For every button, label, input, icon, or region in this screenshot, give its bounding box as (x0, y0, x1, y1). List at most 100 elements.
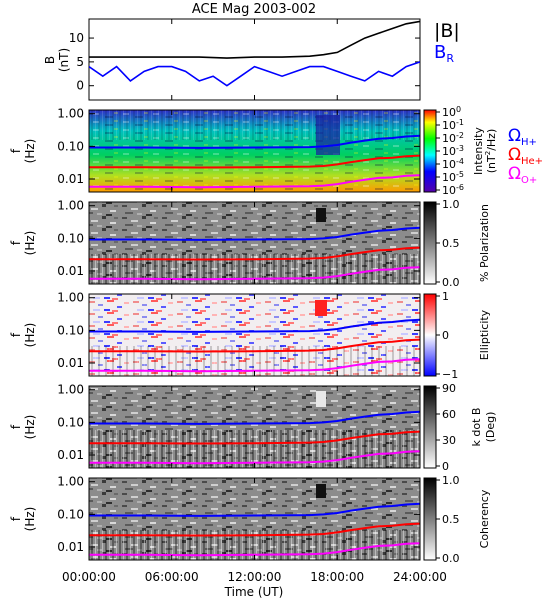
event-region (316, 484, 326, 498)
y-tick-group: 1.00 0.10 0.01 (57, 475, 420, 554)
y-tick-label: 1.00 (57, 475, 84, 489)
y-tick-label: 1.00 (57, 291, 84, 305)
y-axis-label: f (9, 424, 23, 429)
gyrofrequency-lines (89, 410, 420, 465)
colorbar-tick-label: 1 (442, 290, 449, 303)
gyro-line-o (89, 358, 420, 373)
colorbar-label: Ellipticity (478, 309, 491, 360)
gyro-line-o (89, 174, 420, 189)
y-tick-label: 10 (69, 31, 84, 45)
y-tick-group: 1.00 0.10 0.01 (57, 199, 420, 278)
colorbar-polarization (423, 201, 437, 285)
y-tick-label: 0.01 (57, 540, 84, 554)
y-tick-group: 1.00 0.10 0.01 (57, 107, 420, 186)
colorbar-tick-label: 0.0 (442, 552, 460, 565)
gyro-line-h (89, 502, 420, 517)
y-tick-group: 1.00 0.10 0.01 (57, 383, 420, 462)
x-tick-label: 12:00:00 (228, 570, 282, 584)
colorbar-tick-label: 10-6 (442, 183, 464, 197)
colorbar-ellipticity (423, 293, 437, 377)
panel-polarization: 1.00 0.10 0.01 f (Hz) 1.0 0.5 0.0 % Polariza… (9, 198, 491, 289)
legend-omega-O: ΩO+ (508, 164, 537, 186)
colorbar-tick-group: 1 0 −1 (436, 290, 458, 381)
colorbar-tick-label: 30 (442, 434, 456, 447)
colorbar-tick-label: 100 (442, 105, 461, 119)
colorbar-k-dot-b (423, 385, 437, 469)
colorbar-tick-label: 0.5 (442, 513, 460, 526)
colorbar-tick-label: 10-2 (442, 131, 464, 145)
y-axis-unit: (Hz) (23, 507, 37, 532)
event-region (316, 391, 326, 407)
gyro-line-h (89, 410, 420, 425)
gyro-line-he (89, 338, 420, 353)
gyrofrequency-lines (89, 318, 420, 373)
colorbar-tick-label: −1 (442, 368, 458, 381)
panel-k-dot-b: 1.00 0.10 0.01 f (Hz) 90 60 30 0 k dot B (Deg… (9, 382, 497, 473)
colorbar-tick-group: 1.0 0.5 0.0 (436, 198, 460, 289)
y-axis-unit: (Hz) (23, 139, 37, 164)
x-tick-label: 24:00:00 (393, 570, 447, 584)
x-axis-label: Time (UT) (224, 585, 284, 599)
colorbar-label: k dot B (470, 408, 483, 447)
y-axis-unit: (Hz) (23, 323, 37, 348)
y-tick-group: 1.00 0.10 0.01 (57, 291, 420, 370)
legend-label-B-radial: BR (434, 42, 454, 65)
gyrofrequency-lines (89, 226, 420, 281)
colorbar-tick-label: 0.0 (442, 276, 460, 289)
gyro-line-h (89, 318, 420, 333)
x-tick-label: 18:00:00 (310, 570, 364, 584)
colorbar-tick-label: 1.0 (442, 198, 460, 211)
gyro-line-he (89, 154, 420, 169)
y-axis-label: f (9, 148, 23, 153)
y-tick-label: 0.10 (57, 323, 84, 337)
event-region (316, 115, 340, 155)
colorbar-tick-label: 10-4 (442, 157, 464, 171)
y-tick-label: 0.10 (57, 415, 84, 429)
y-tick-label: 0.01 (57, 172, 84, 186)
y-tick-label: 1.00 (57, 383, 84, 397)
colorbar-tick-label: 60 (442, 408, 456, 421)
series-line-b-magnitude (89, 20, 420, 59)
x-tick-label: 06:00:00 (145, 570, 199, 584)
y-tick-label: 1.00 (57, 199, 84, 213)
colorbar-coherency (423, 477, 437, 561)
gyro-line-he (89, 246, 420, 261)
y-axis-label: f (9, 516, 23, 521)
y-axis-unit: (Hz) (23, 415, 37, 440)
x-axis-ticks: 00:00:00 06:00:00 12:00:00 18:00:00 24:00:00 (62, 19, 447, 584)
y-tick-label: 0.01 (57, 264, 84, 278)
series-line-b-radial (89, 61, 420, 87)
y-tick-label: 0.10 (57, 139, 84, 153)
colorbar-unit: (Deg) (484, 412, 497, 443)
colorbar-label: Coherency (478, 489, 491, 548)
colorbar-tick-label: 10-5 (442, 170, 464, 184)
series-group (89, 20, 420, 87)
y-axis-label: f (9, 332, 23, 337)
colorbar-tick-label: 10-3 (442, 144, 464, 158)
panel-frame (88, 18, 421, 101)
y-axis-unit: (nT) (57, 48, 71, 72)
gyro-line-o (89, 542, 420, 557)
y-tick-label: 0.10 (57, 231, 84, 245)
legend-label-B-magnitude: |B| (434, 20, 460, 42)
y-axis-unit: (Hz) (23, 231, 37, 256)
colorbar-tick-label: 1.0 (442, 474, 460, 487)
gyro-line-h (89, 134, 420, 149)
x-tick-label: 00:00:00 (62, 570, 116, 584)
gyro-line-o (89, 266, 420, 281)
colorbar-tick-label: 0 (442, 329, 449, 342)
colorbar-unit: (nT2/Hz) (484, 129, 498, 174)
colorbar-tick-label: 90 (442, 382, 456, 395)
colorbar-label: Intensity (472, 127, 485, 175)
colorbar-tick-group: 1.0 0.5 0.0 (436, 474, 460, 565)
y-tick-group: 0 5 10 (69, 31, 420, 93)
colorbar-tick-group: 90 60 30 0 (436, 382, 456, 473)
y-axis-label: B (43, 56, 57, 64)
colorbar-tick-label: 0.5 (442, 237, 460, 250)
y-tick-label: 0.01 (57, 356, 84, 370)
gyro-line-h (89, 226, 420, 241)
colorbar-intensity (423, 109, 437, 193)
gyro-line-o (89, 450, 420, 465)
